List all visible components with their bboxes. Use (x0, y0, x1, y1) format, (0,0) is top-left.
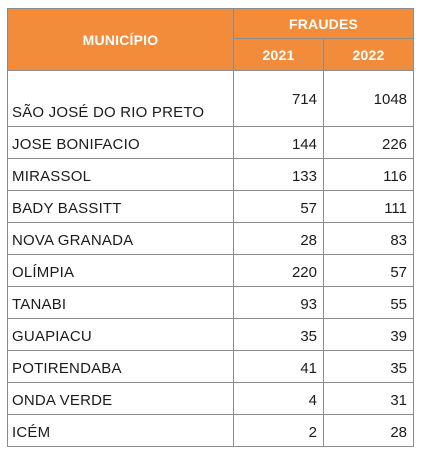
fraudes-2021-cell: 144 (233, 126, 324, 159)
fraudes-2022-cell: 226 (322, 126, 415, 159)
fraudes-2022-cell: 39 (322, 318, 415, 351)
table-row: OLÍMPIA 220 57 (7, 254, 415, 287)
municipio-cell: GUAPIACU (7, 318, 234, 351)
fraudes-2021-cell: 41 (233, 350, 324, 383)
fraudes-2021-cell: 133 (233, 158, 324, 191)
fraudes-2021-cell: 4 (233, 382, 324, 415)
municipio-cell: OLÍMPIA (7, 254, 234, 287)
municipio-cell: MIRASSOL (7, 158, 234, 191)
municipio-cell: POTIRENDABA (7, 350, 234, 383)
year-2021-header: 2021 (233, 38, 324, 71)
fraudes-2022-cell: 28 (322, 414, 415, 447)
table-row: SÃO JOSÉ DO RIO PRETO 714 1048 (7, 70, 415, 127)
table-row: GUAPIACU 35 39 (7, 318, 415, 351)
fraudes-2022-cell: 35 (322, 350, 415, 383)
municipio-cell: JOSE BONIFACIO (7, 126, 234, 159)
municipio-cell: BADY BASSITT (7, 190, 234, 223)
fraudes-2021-cell: 35 (233, 318, 324, 351)
table-row: NOVA GRANADA 28 83 (7, 222, 415, 255)
municipio-cell: NOVA GRANADA (7, 222, 234, 255)
fraudes-2021-cell: 57 (233, 190, 324, 223)
municipio-cell: ONDA VERDE (7, 382, 234, 415)
fraudes-2022-cell: 111 (322, 190, 415, 223)
fraudes-2022-cell: 57 (322, 254, 415, 287)
table-row: JOSE BONIFACIO 144 226 (7, 126, 415, 159)
fraudes-2021-cell: 714 (233, 70, 324, 127)
municipio-header: MUNICÍPIO (7, 8, 234, 71)
municipio-cell: SÃO JOSÉ DO RIO PRETO (7, 70, 234, 127)
fraudes-table: MUNICÍPIO FRAUDES 2021 2022 SÃO JOSÉ DO … (7, 8, 415, 447)
table-row: TANABI 93 55 (7, 286, 415, 319)
fraudes-2022-cell: 31 (322, 382, 415, 415)
table-row: MIRASSOL 133 116 (7, 158, 415, 191)
fraudes-2021-cell: 2 (233, 414, 324, 447)
table-row: POTIRENDABA 41 35 (7, 350, 415, 383)
municipio-cell: ICÉM (7, 414, 234, 447)
fraudes-header: FRAUDES (232, 8, 415, 39)
municipio-cell: TANABI (7, 286, 234, 319)
fraudes-2022-cell: 116 (322, 158, 415, 191)
fraudes-2021-cell: 93 (233, 286, 324, 319)
year-2022-header: 2022 (322, 38, 415, 71)
table-row: ONDA VERDE 4 31 (7, 382, 415, 415)
fraudes-2022-cell: 83 (322, 222, 415, 255)
fraudes-2022-cell: 55 (322, 286, 415, 319)
table-row: BADY BASSITT 57 111 (7, 190, 415, 223)
table-row: ICÉM 2 28 (7, 414, 415, 447)
fraudes-2021-cell: 28 (233, 222, 324, 255)
fraudes-2022-cell: 1048 (322, 70, 415, 127)
fraudes-2021-cell: 220 (233, 254, 324, 287)
